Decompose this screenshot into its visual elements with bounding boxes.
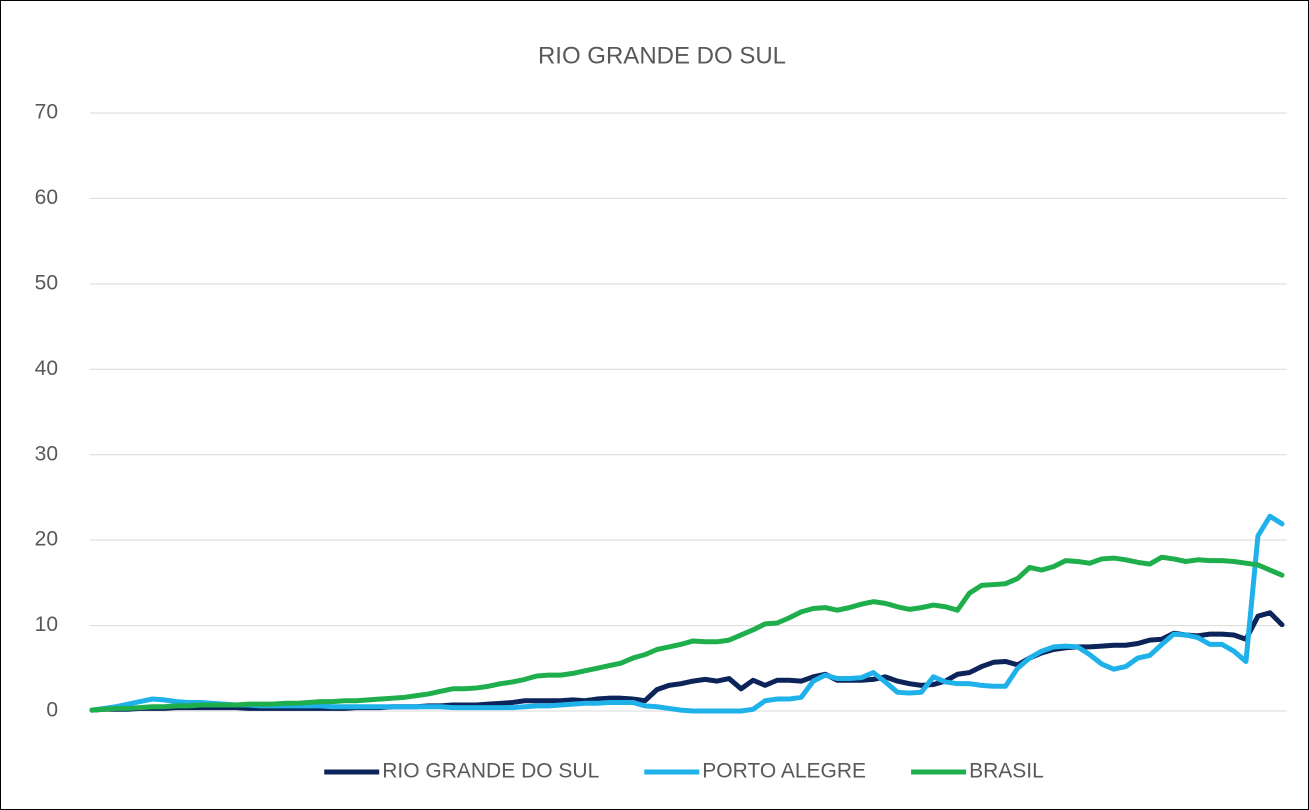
series-line — [89, 513, 1285, 714]
series-line — [89, 554, 1285, 713]
y-tick-label: 70 — [35, 101, 58, 124]
legend-label: RIO GRANDE DO SUL — [382, 760, 599, 783]
legend-label: PORTO ALEGRE — [702, 760, 866, 783]
y-tick-label: 60 — [35, 186, 58, 209]
y-tick-label: 20 — [35, 528, 58, 551]
legend-label: BRASIL — [969, 760, 1044, 783]
chart-title: RIO GRANDE DO SUL — [538, 42, 786, 69]
y-tick-label: 50 — [35, 271, 58, 294]
y-tick-label: 10 — [35, 613, 58, 636]
y-tick-label: 40 — [35, 357, 58, 380]
series-line — [89, 610, 1285, 713]
y-tick-label: 0 — [46, 699, 58, 722]
y-tick-label: 30 — [35, 442, 58, 465]
